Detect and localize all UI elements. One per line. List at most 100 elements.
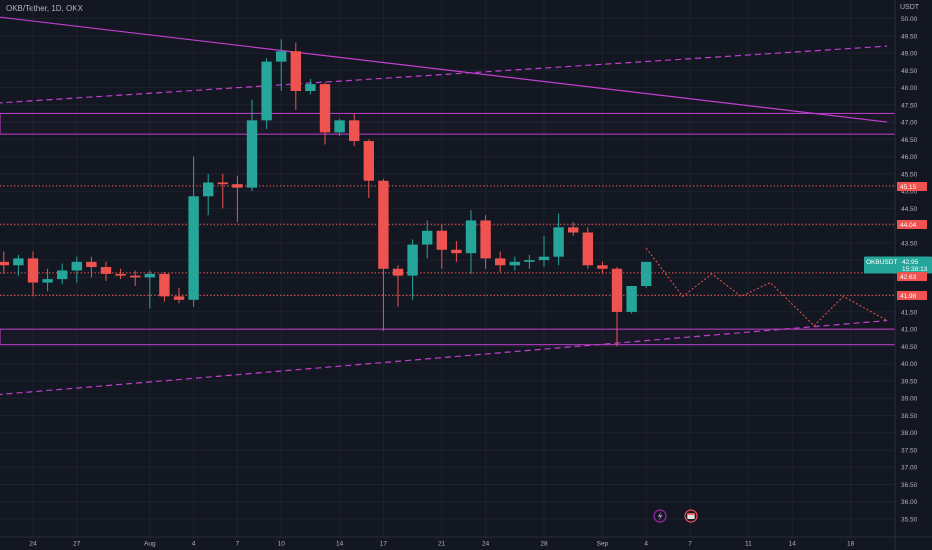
candle-body-44 (641, 261, 652, 287)
y-tick-25: 37.50 (901, 447, 918, 454)
level-tag-4: 41.98 (897, 291, 927, 300)
grid-lines (0, 0, 895, 537)
candle-body-3 (42, 279, 53, 283)
x-tick-14: 11 (745, 541, 752, 548)
svg-text:44.04: 44.04 (900, 222, 917, 229)
candle-body-31 (451, 249, 462, 254)
candle-6 (86, 256, 97, 278)
candle-37 (538, 235, 550, 268)
candle-body-34 (495, 258, 506, 266)
y-tick-7: 46.50 (901, 137, 918, 144)
candle-body-25 (363, 141, 374, 181)
candle-16 (232, 175, 243, 223)
candle-14 (203, 173, 214, 216)
y-tick-1: 49.50 (901, 33, 918, 40)
candle-body-4 (57, 270, 68, 280)
x-tick-7: 17 (380, 541, 388, 548)
y-tick-24: 38.00 (901, 430, 918, 437)
x-tick-6: 14 (336, 541, 344, 548)
y-tick-27: 36.50 (901, 482, 918, 489)
candle-body-5 (71, 261, 82, 271)
y-tick-22: 39.00 (901, 396, 918, 403)
x-tick-0: 24 (29, 541, 37, 548)
candle-29 (422, 220, 433, 259)
x-tick-12: 4 (644, 541, 648, 548)
candle-body-11 (159, 273, 170, 297)
x-tick-5: 10 (278, 541, 286, 548)
candle-17 (246, 99, 258, 192)
y-tick-20: 40.00 (901, 361, 918, 368)
candle-24 (349, 113, 360, 147)
x-tick-2: Aug (144, 541, 156, 548)
candle-body-38 (553, 227, 564, 257)
candle-body-21 (305, 84, 316, 91)
y-tick-0: 50.00 (901, 16, 918, 23)
candle-body-19 (276, 51, 287, 62)
countdown: 15:38:13 (902, 266, 928, 273)
svg-text:41.98: 41.98 (900, 293, 917, 300)
candle-body-18 (261, 61, 272, 121)
y-tick-9: 45.50 (901, 171, 918, 178)
candle-body-23 (334, 120, 345, 133)
candle-body-37 (538, 256, 550, 261)
x-tick-16: 18 (847, 541, 855, 548)
y-tick-17: 41.50 (901, 309, 918, 316)
candle-body-14 (203, 182, 214, 197)
candle-41 (597, 261, 608, 274)
y-tick-11: 44.50 (901, 206, 918, 213)
candle-body-27 (392, 268, 404, 276)
candle-36 (524, 254, 535, 269)
candle-8 (115, 268, 126, 280)
candle-4 (57, 263, 68, 285)
trendline-2 (0, 319, 888, 396)
candle-body-35 (509, 261, 520, 266)
currency-label: USDT (900, 4, 920, 11)
candle-35 (509, 256, 520, 271)
x-tick-10: 28 (540, 541, 548, 548)
x-tick-9: 24 (482, 541, 490, 548)
candle-body-43 (626, 286, 637, 312)
candle-body-28 (407, 244, 418, 276)
candles (0, 39, 652, 347)
trendlines (0, 16, 888, 396)
candle-body-6 (86, 261, 97, 268)
candle-body-20 (290, 51, 301, 91)
candle-0 (0, 251, 9, 274)
candle-21 (305, 78, 316, 95)
candle-body-22 (319, 84, 331, 133)
candle-5 (71, 256, 82, 283)
candle-9 (130, 270, 141, 287)
level-tag-1: 45.15 (897, 182, 927, 191)
candle-34 (495, 251, 506, 273)
candle-body-41 (597, 265, 608, 269)
candle-body-17 (246, 120, 258, 188)
x-tick-13: 7 (688, 541, 692, 548)
x-tick-4: 7 (236, 541, 240, 548)
x-tick-3: 4 (192, 541, 196, 548)
calendar-icon[interactable] (684, 509, 698, 523)
candle-40 (582, 227, 593, 269)
candle-body-24 (349, 120, 360, 142)
candle-7 (100, 261, 112, 281)
candle-15 (217, 173, 228, 209)
y-tick-13: 43.50 (901, 240, 918, 247)
candle-20 (290, 42, 301, 110)
candle-body-33 (480, 220, 491, 259)
candle-31 (451, 241, 462, 262)
y-tick-10: 45.00 (901, 189, 918, 196)
y-tick-19: 40.50 (901, 344, 918, 351)
candle-43 (626, 286, 637, 314)
candle-42 (611, 267, 623, 347)
candle-22 (319, 82, 331, 145)
current-price-tag: OKBUSDT 42.95 15:38:13 (864, 256, 932, 274)
price-tags: OKBUSDT 42.95 15:38:13 45.15 44.04 42.63… (864, 182, 932, 300)
candle-body-32 (465, 220, 477, 254)
lightning-icon[interactable] (653, 509, 667, 523)
y-tick-labels: 50.00 49.50 49.00 48.50 48.00 47.50 47.00 46.50… (901, 16, 918, 524)
svg-text:45.15: 45.15 (900, 184, 917, 191)
candle-30 (436, 223, 447, 269)
current-symbol: OKBUSDT (866, 259, 897, 266)
current-price: 42.95 (902, 259, 919, 266)
